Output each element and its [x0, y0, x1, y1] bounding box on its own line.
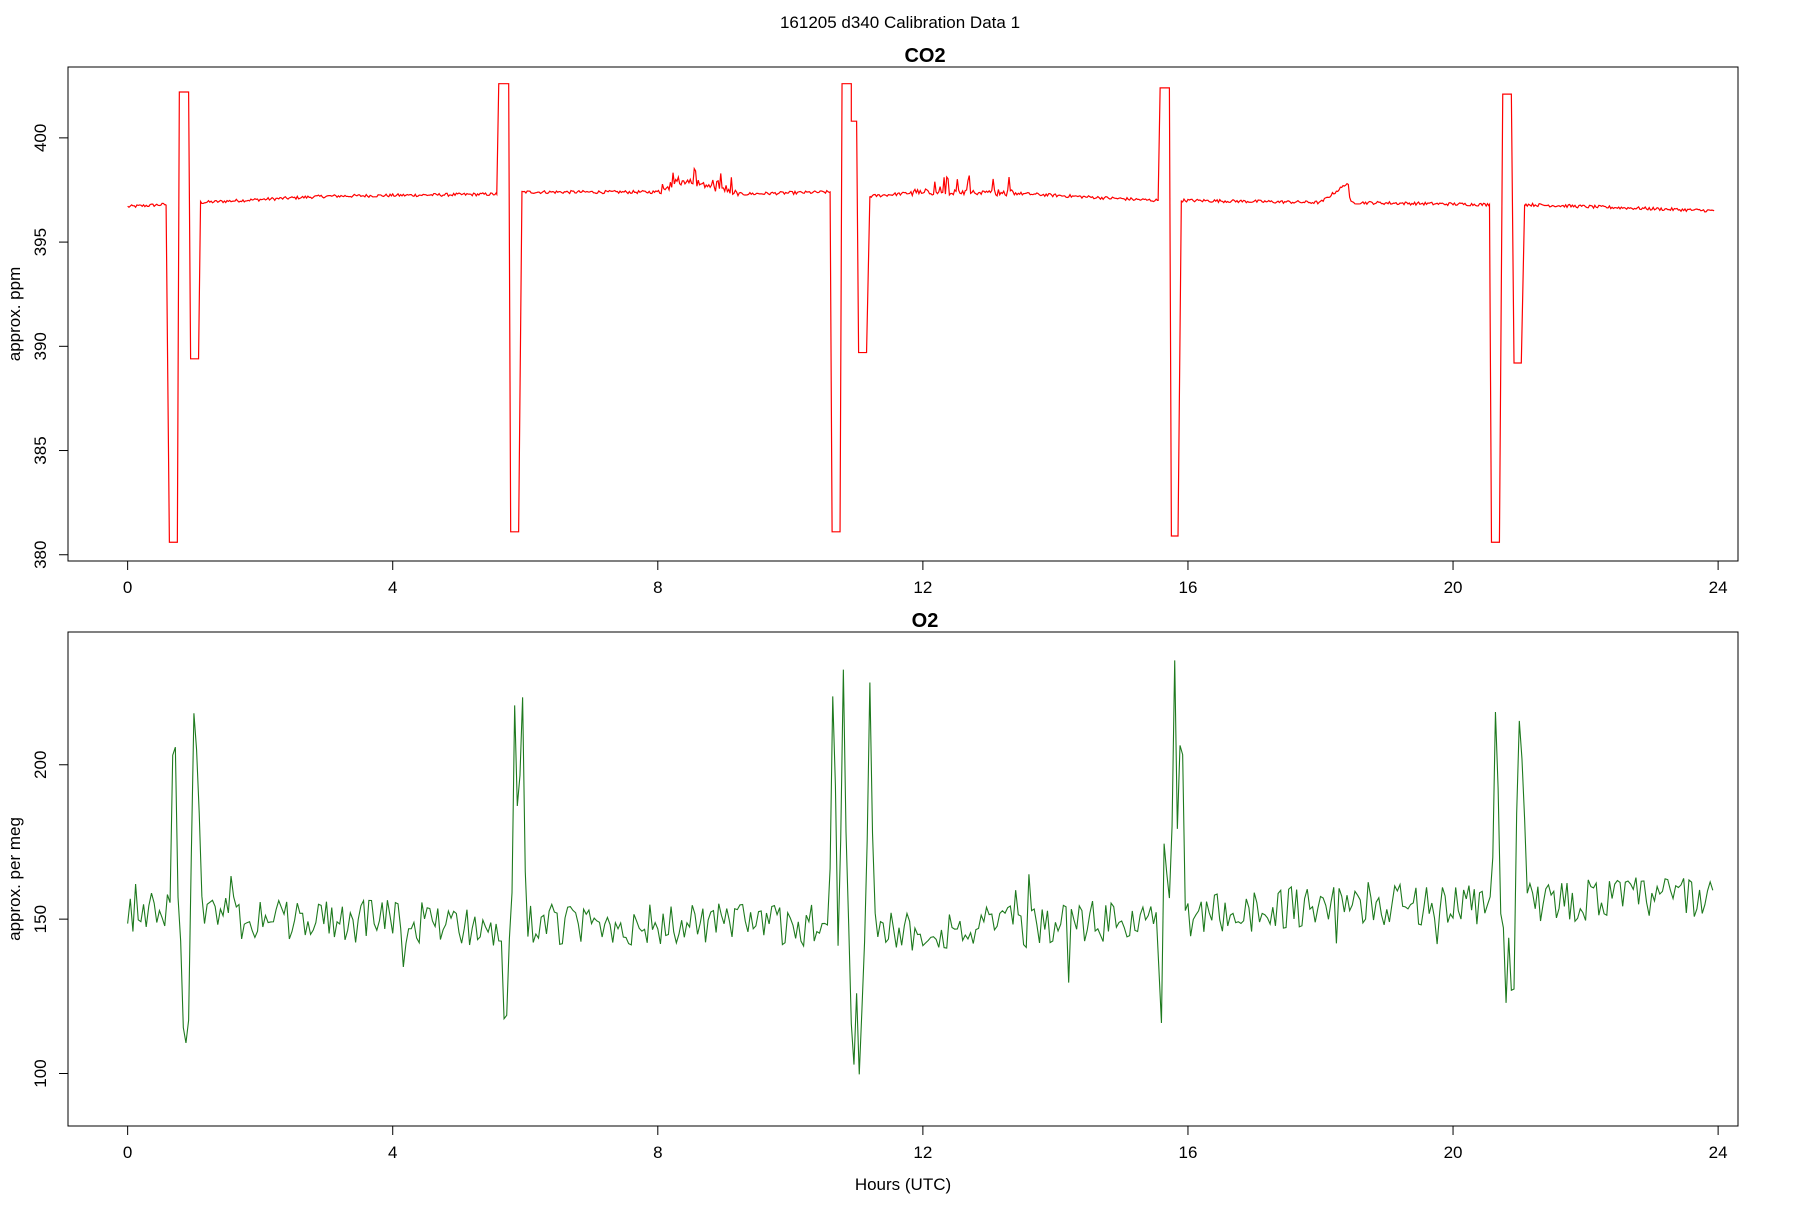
co2-x-tick-label: 4	[388, 578, 397, 597]
o2-x-tick-label: 12	[913, 1143, 932, 1162]
co2-y-axis: 380 385 390 395 400	[31, 124, 69, 569]
co2-y-tick-label: 385	[31, 436, 50, 464]
co2-x-tick-label: 12	[913, 578, 932, 597]
o2-y-axis-label: approx. per meg	[5, 817, 24, 941]
o2-x-tick-label: 8	[653, 1143, 662, 1162]
co2-panel: CO2 0 4 8 12 16 20 24 380 385 390 395 400 approx. …	[5, 45, 1739, 597]
figure-title: 161205 d340 Calibration Data 1	[780, 13, 1020, 32]
o2-x-tick-label: 0	[123, 1143, 132, 1162]
o2-y-tick-label: 100	[31, 1059, 50, 1087]
co2-y-tick-label: 390	[31, 332, 50, 360]
co2-x-axis: 0 4 8 12 16 20 24	[123, 560, 1728, 597]
o2-x-axis: 0 4 8 12 16 20 24	[123, 1125, 1728, 1162]
co2-x-tick-label: 24	[1709, 578, 1728, 597]
co2-x-tick-label: 0	[123, 578, 132, 597]
o2-y-tick-label: 150	[31, 905, 50, 933]
o2-plot-frame	[67, 631, 1739, 1127]
o2-y-axis: 100 150 200	[31, 751, 69, 1088]
co2-line	[127, 83, 1715, 543]
co2-x-tick-label: 8	[653, 578, 662, 597]
co2-panel-title: CO2	[904, 45, 945, 67]
o2-y-tick-label: 200	[31, 751, 50, 779]
co2-y-tick-label: 395	[31, 228, 50, 256]
o2-line	[127, 660, 1714, 1075]
co2-plot-frame	[67, 66, 1739, 562]
co2-y-tick-label: 400	[31, 124, 50, 152]
co2-x-tick-label: 16	[1178, 578, 1197, 597]
co2-y-axis-label: approx. ppm	[5, 267, 24, 362]
x-axis-label: Hours (UTC)	[855, 1175, 951, 1194]
co2-y-tick-label: 380	[31, 541, 50, 569]
o2-panel-title: O2	[912, 610, 939, 632]
co2-series	[127, 83, 1715, 543]
o2-x-tick-label: 20	[1444, 1143, 1463, 1162]
co2-x-tick-label: 20	[1444, 578, 1463, 597]
o2-series	[127, 660, 1714, 1075]
o2-x-tick-label: 4	[388, 1143, 397, 1162]
o2-x-tick-label: 24	[1709, 1143, 1728, 1162]
o2-x-tick-label: 16	[1178, 1143, 1197, 1162]
o2-panel: O2 0 4 8 12 16 20 24 100 150 200 approx. per meg…	[5, 610, 1739, 1194]
